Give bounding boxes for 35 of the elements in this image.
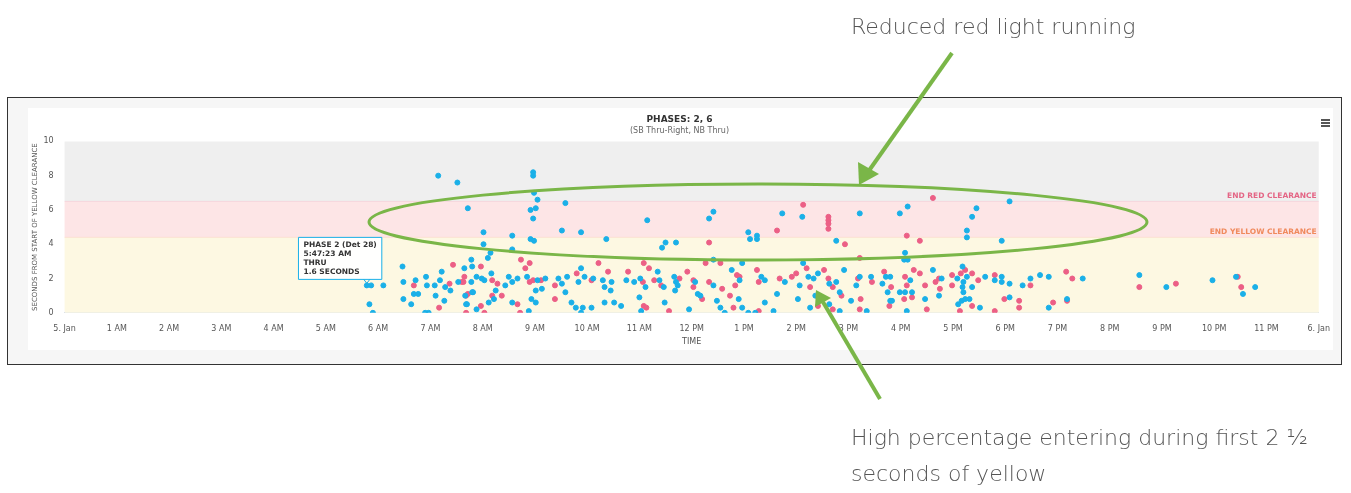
x-tick-label: 5 PM — [943, 323, 963, 333]
chart-title: PHASES: 2, 6 — [646, 113, 713, 124]
x-tick-label: 1 AM — [106, 323, 127, 333]
x-tick-label: 9 PM — [1152, 323, 1172, 333]
y-tick-label: 6 — [48, 205, 54, 215]
x-tick-label: 6 AM — [368, 323, 389, 333]
x-tick-label: 12 PM — [679, 323, 704, 333]
text: High percentage entering during first 2 ½ seconds of yellow — [851, 424, 1309, 488]
x-tick-label: 4 PM — [891, 323, 911, 333]
x-tick-label: 8 AM — [472, 323, 493, 333]
y-tick-label: 2 — [48, 273, 54, 283]
x-tick-label: 7 PM — [1047, 323, 1068, 333]
x-tick-label: 6 PM — [995, 323, 1015, 333]
x-axis-title: TIME — [681, 337, 702, 347]
x-tick-label: 2 PM — [786, 323, 806, 333]
x-tick-label: 5. Jan — [53, 323, 76, 333]
x-tick-label: 7 AM — [420, 323, 441, 333]
x-tick-label: 3 AM — [211, 323, 232, 333]
x-tick-label: 2 AM — [159, 323, 180, 333]
x-tick-label: 6. Jan — [1307, 323, 1330, 333]
y-tick-label: 0 — [48, 307, 54, 317]
x-tick-label: 1 PM — [734, 323, 754, 333]
x-tick-label: 4 AM — [263, 323, 284, 333]
y-tick-label: 8 — [48, 170, 54, 180]
x-tick-label: 11 PM — [1254, 323, 1279, 333]
text: Reduced red light running — [851, 13, 1137, 41]
x-tick-label: 10 AM — [574, 323, 600, 333]
y-tick-label: 4 — [48, 239, 54, 249]
x-tick-label: 10 PM — [1202, 323, 1227, 333]
y-tick-label: 10 — [43, 136, 54, 146]
x-tick-label: 11 AM — [626, 323, 653, 333]
chart-subtitle: (SB Thru-Right, NB Thru) — [629, 125, 730, 135]
x-tick-label: 8 PM — [1100, 323, 1120, 333]
x-tick-label: 5 AM — [315, 323, 336, 333]
x-tick-label: 9 AM — [524, 323, 545, 333]
